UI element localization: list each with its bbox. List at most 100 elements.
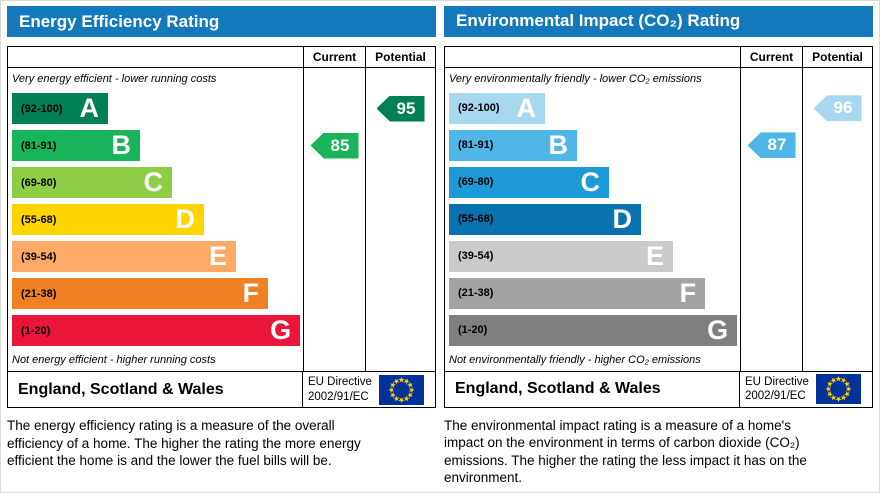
band-row: (55-68) D [449,201,740,238]
potential-rating-value: 96 [833,98,853,118]
bottom-note: Not environmentally friendly - higher CO… [449,353,701,366]
band-row: (92-100) A [12,90,303,127]
current-rating-arrow: 87 [747,132,796,159]
region-label: England, Scotland & Wales [455,380,661,398]
band-letter: G [707,314,729,345]
band-bar: (81-91) B [449,129,578,161]
energy-chart-body: Very energy efficient - lower running co… [8,68,435,371]
band-row: (21-38) F [12,275,303,312]
co2-rating-header: Environmental Impact (CO₂) Rating [444,6,873,37]
potential-column: 95 [365,68,435,371]
band-bar: (92-100) A [12,93,109,124]
band-bar: (69-80) C [449,166,610,198]
energy-rating-panel: Energy Efficiency Rating Current Potenti… [7,6,436,487]
energy-rating-title: Energy Efficiency Rating [19,11,220,31]
current-rating-value: 87 [767,135,787,155]
band-range-label: (39-54) [21,250,57,263]
head-spacer [445,47,740,67]
band-range-label: (69-80) [21,176,57,189]
co2-chart-footer: England, Scotland & Wales EU Directive 2… [445,370,872,407]
band-letter: A [516,92,537,123]
band-range-label: (92-100) [21,102,63,115]
band-row: (69-80) C [449,164,740,201]
bottom-note: Not energy efficient - higher running co… [12,354,216,366]
eu-flag-icon [378,374,424,405]
band-letter: A [79,93,100,123]
band-bar: (92-100) A [449,92,546,124]
co2-chart-body: Very environmentally friendly - lower CO… [445,67,872,371]
band-range-label: (1-20) [21,324,51,337]
co2-rating-title: Environmental Impact (CO₂) Rating [456,11,741,31]
co2-bands-area: Very environmentally friendly - lower CO… [445,68,740,371]
band-bar: (21-38) F [449,277,706,309]
band-row: (1-20) G [449,312,740,349]
co2-rating-chart: Current Potential Very environmentally f… [444,45,873,408]
band-range-label: (1-20) [458,324,488,337]
head-spacer [8,47,303,67]
potential-column-header: Potential [365,47,435,67]
potential-rating-arrow: 95 [376,95,425,122]
band-letter: E [209,241,228,271]
band-row: (69-80) C [12,164,303,201]
band-letter: B [111,130,132,160]
top-note: Very energy efficient - lower running co… [12,73,217,85]
band-letter: B [548,129,569,160]
current-column-header: Current [303,47,365,67]
energy-bands-area: Very energy efficient - lower running co… [8,68,303,371]
energy-rating-header: Energy Efficiency Rating [7,6,436,37]
band-range-label: (55-68) [458,213,494,226]
energy-rating-chart: Current Potential Very energy efficient … [7,46,436,408]
band-range-label: (81-91) [21,139,57,152]
potential-column: 96 [802,67,872,371]
band-bar: (21-38) F [12,278,269,309]
band-row: (81-91) B [12,127,303,164]
eu-directive-line1: EU Directive [308,376,372,389]
band-row: (39-54) E [12,238,303,275]
eu-directive-line2: 2002/91/EC [745,390,806,403]
band-letter: F [242,278,260,308]
band-letter: G [270,315,292,345]
band-range-label: (55-68) [21,213,57,226]
eu-directive-line1: EU Directive [745,375,809,388]
band-bar: (55-68) D [12,204,205,235]
band-row: (1-20) G [12,312,303,349]
eu-directive-label: EU Directive 2002/91/EC [308,375,372,404]
band-bar: (1-20) G [449,314,738,346]
energy-rating-description: The energy efficiency rating is a measur… [7,418,361,469]
eu-flag-icon [815,374,861,405]
band-letter: F [679,277,697,308]
directive-cell: EU Directive 2002/91/EC [739,371,872,407]
band-bar: (39-54) E [12,241,237,272]
co2-rating-description: The environmental impact rating is a mea… [444,417,807,486]
region-label: England, Scotland & Wales [18,380,224,398]
band-bar: (55-68) D [449,203,642,235]
co2-chart-head: Current Potential [445,46,872,68]
current-column: 87 [740,67,802,371]
band-row: (81-91) B [449,127,740,164]
band-range-label: (69-80) [458,176,494,189]
band-letter: C [143,167,164,197]
band-range-label: (92-100) [458,102,500,115]
band-range-label: (21-38) [21,287,57,300]
band-bar: (81-91) B [12,130,141,161]
current-column: 85 [303,68,365,371]
potential-column-header: Potential [802,46,872,67]
band-range-label: (81-91) [458,139,494,152]
band-bar: (69-80) C [12,167,173,198]
band-range-label: (39-54) [458,250,494,263]
band-row: (92-100) A [449,90,740,127]
band-bar: (39-54) E [449,240,674,272]
co2-rating-panel: Environmental Impact (CO₂) Rating Curren… [444,6,873,487]
band-row: (39-54) E [449,238,740,275]
band-letter: E [646,240,665,271]
top-note: Very environmentally friendly - lower CO… [449,72,702,85]
current-rating-value: 85 [330,135,350,155]
band-row: (55-68) D [12,201,303,238]
energy-chart-head: Current Potential [8,47,435,68]
potential-rating-arrow: 96 [813,95,862,122]
potential-rating-value: 95 [396,98,416,118]
band-letter: D [175,204,196,234]
band-range-label: (21-38) [458,287,494,300]
eu-directive-label: EU Directive 2002/91/EC [745,375,809,404]
